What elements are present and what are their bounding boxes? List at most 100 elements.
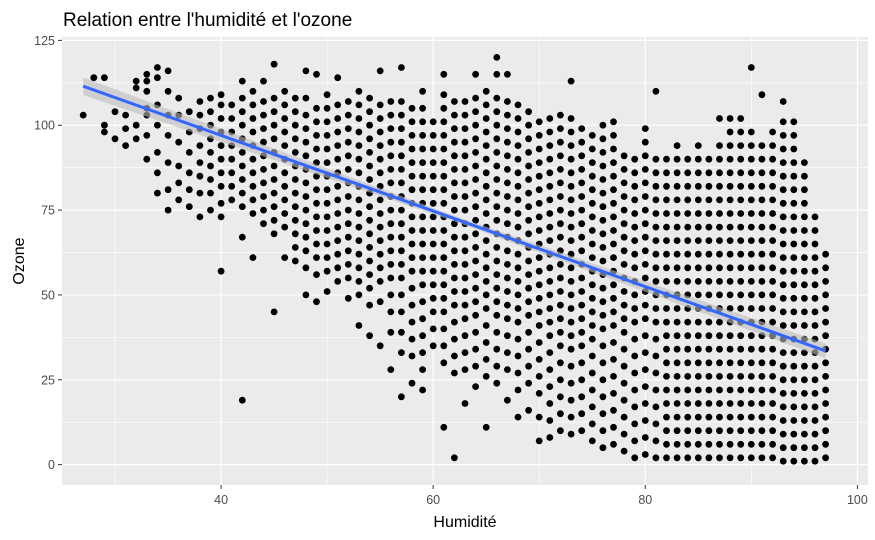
scatter-point (482, 237, 490, 245)
scatter-point (631, 454, 639, 462)
scatter-point (164, 132, 172, 139)
scatter-point (398, 64, 405, 71)
scatter-point (398, 308, 405, 316)
scatter-point (281, 223, 289, 231)
scatter-point (535, 213, 543, 221)
scatter-point (747, 278, 755, 285)
scatter-point (705, 345, 713, 353)
scatter-point (291, 230, 299, 238)
scatter-point (302, 291, 310, 299)
scatter-point (334, 237, 342, 245)
scatter-point (811, 362, 819, 370)
y-tick-label: 100 (34, 119, 55, 133)
scatter-point (546, 210, 554, 217)
scatter-point (726, 115, 734, 122)
scatter-point (451, 125, 458, 132)
scatter-point (684, 345, 692, 353)
scatter-point (323, 254, 331, 261)
scatter-point (217, 101, 225, 109)
scatter-point (694, 332, 702, 340)
scatter-point (641, 206, 649, 214)
scatter-point (185, 108, 193, 116)
scatter-point (652, 420, 660, 428)
scatter-point (726, 142, 734, 150)
scatter-point (408, 145, 416, 153)
scatter-point (588, 322, 596, 329)
scatter-point (514, 264, 522, 272)
scatter-point (610, 373, 617, 380)
scatter-point (663, 386, 670, 394)
scatter-point (493, 121, 501, 129)
scatter-point (249, 254, 257, 261)
scatter-point (758, 142, 766, 150)
scatter-point (567, 237, 575, 245)
scatter-point (567, 223, 575, 231)
scatter-point (705, 440, 713, 448)
scatter-point (726, 250, 734, 258)
scatter-point (758, 250, 766, 258)
scatter-point (472, 362, 479, 370)
scatter-point (673, 278, 681, 285)
scatter-point (620, 220, 628, 228)
scatter-point (302, 264, 310, 272)
scatter-point (673, 400, 681, 407)
scatter-point (334, 128, 342, 136)
scatter-point (440, 118, 448, 126)
scatter-point (164, 186, 172, 194)
scatter-point (716, 210, 723, 217)
scatter-point (790, 322, 798, 329)
scatter-point (747, 345, 755, 353)
scatter-point (408, 318, 416, 326)
scatter-point (366, 230, 373, 238)
scatter-point (599, 230, 607, 238)
scatter-point (451, 261, 458, 268)
scatter-point (673, 237, 681, 245)
scatter-point (482, 291, 490, 299)
scatter-point (398, 179, 405, 187)
scatter-point (546, 400, 554, 407)
scatter-point (567, 142, 575, 150)
scatter-point (726, 373, 734, 380)
scatter-point (387, 125, 395, 132)
scatter-point (217, 199, 225, 207)
scatter-point (291, 216, 299, 224)
scatter-point (323, 288, 331, 295)
scatter-point (716, 291, 723, 299)
scatter-point (122, 111, 129, 119)
scatter-point (811, 254, 819, 261)
scatter-point (387, 291, 395, 299)
scatter-point (663, 196, 670, 204)
scatter-point (758, 278, 766, 285)
scatter-point (451, 111, 458, 119)
scatter-point (801, 430, 808, 438)
scatter-point (461, 179, 469, 187)
scatter-point (652, 335, 660, 343)
scatter-point (631, 386, 639, 394)
scatter-point (684, 237, 692, 245)
scatter-point (546, 332, 554, 340)
scatter-point (217, 169, 225, 177)
scatter-point (811, 213, 819, 221)
scatter-point (779, 376, 787, 384)
scatter-point (684, 359, 692, 367)
scatter-point (673, 440, 681, 448)
scatter-point (631, 223, 639, 231)
scatter-point (398, 261, 405, 268)
scatter-point (641, 301, 649, 309)
scatter-point (514, 223, 522, 231)
scatter-point (620, 206, 628, 214)
scatter-point (578, 359, 586, 367)
scatter-point (472, 230, 479, 238)
scatter-point (376, 128, 384, 136)
scatter-point (472, 189, 479, 197)
scatter-point (440, 423, 448, 431)
scatter-point (705, 169, 713, 177)
scatter-point (599, 203, 607, 211)
scatter-point (461, 274, 469, 282)
scatter-point (313, 145, 320, 153)
scatter-point (779, 267, 787, 275)
scatter-point (482, 264, 490, 272)
scatter-point (419, 145, 426, 153)
scatter-point (726, 237, 734, 245)
scatter-point (652, 369, 660, 377)
